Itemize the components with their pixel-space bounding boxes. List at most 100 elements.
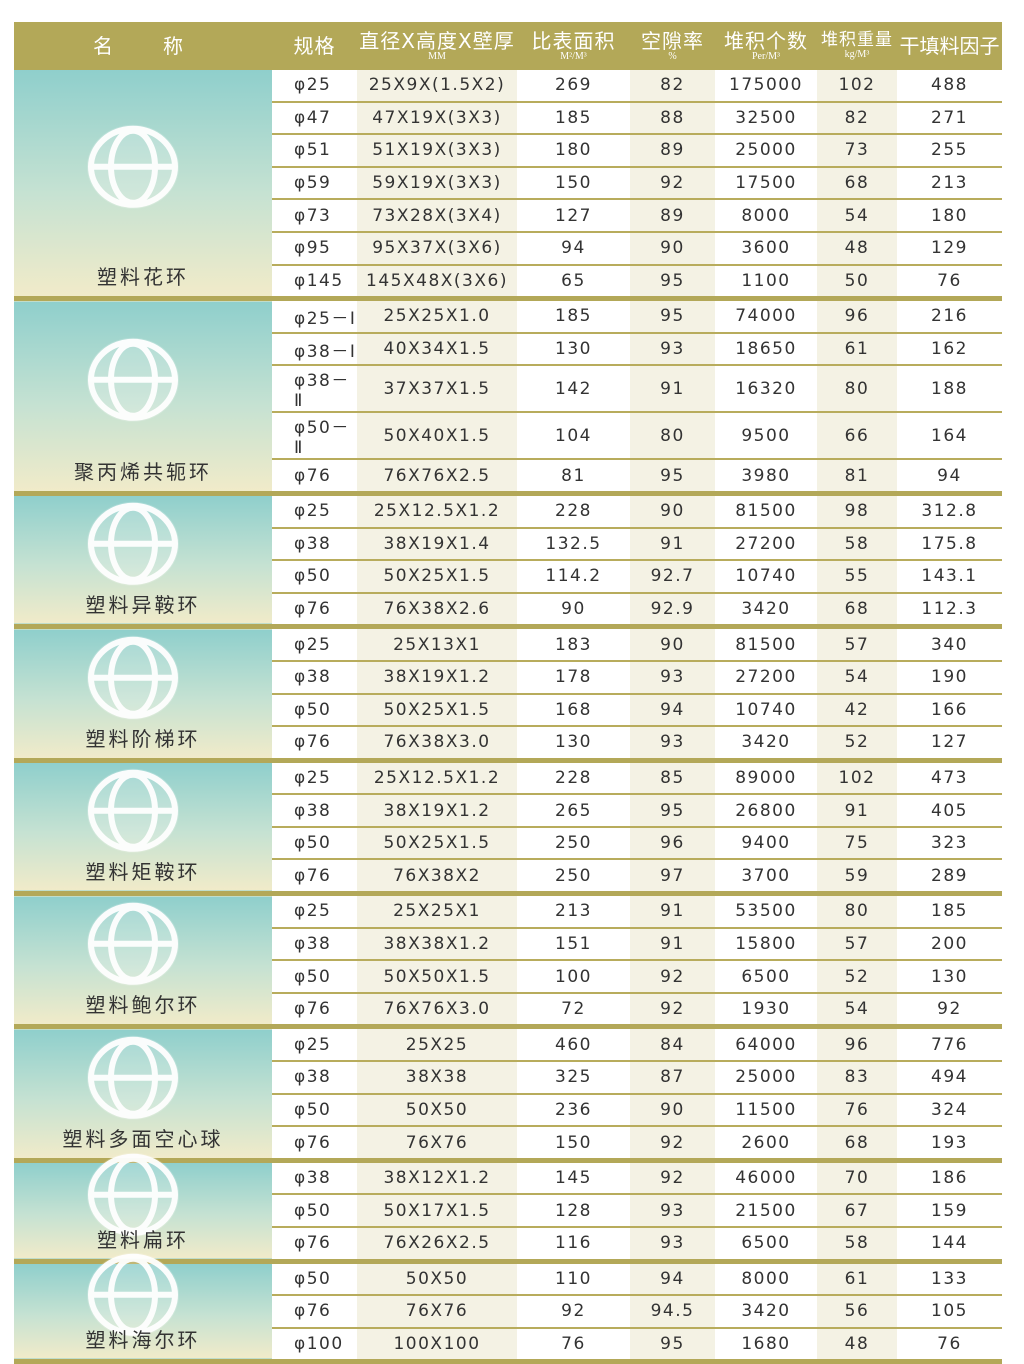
- cell-area: 81: [517, 459, 630, 496]
- table-row: φ47 47X19X(3X3) 185 88 32500 82 271: [14, 101, 1002, 136]
- cell-spec: φ38－Ⅰ: [272, 332, 357, 367]
- cell-dims: 25X12.5X1.2: [357, 493, 517, 529]
- cell-factor: 289: [897, 859, 1002, 897]
- cell-area: 128: [517, 1194, 630, 1228]
- table-row: φ50 50X17X1.5 128 93 21500 67 159: [14, 1194, 1002, 1228]
- cell-void: 90: [630, 1093, 715, 1128]
- cell-area: 185: [517, 298, 630, 334]
- table-row: φ38－Ⅰ 40X34X1.5 130 93 18650 61 162: [14, 332, 1002, 367]
- col-spec: 规格: [272, 22, 357, 70]
- cell-void: 92: [630, 992, 715, 1030]
- table-row: φ38 38X19X1.4 132.5 91 27200 58 175.8: [14, 527, 1002, 562]
- cell-spec: φ76: [272, 992, 357, 1030]
- table-row: φ38 38X19X1.2 178 93 27200 54 190: [14, 660, 1002, 695]
- cell-factor: 405: [897, 794, 1002, 828]
- cell-weight: 96: [817, 298, 897, 334]
- cell-factor: 105: [897, 1295, 1002, 1329]
- cell-count: 9500: [715, 412, 817, 461]
- cell-factor: 213: [897, 166, 1002, 201]
- col-dims-unit: MM: [428, 50, 446, 62]
- product-panel: 塑料多面空心球: [14, 1026, 272, 1163]
- cell-void: 92: [630, 1126, 715, 1163]
- table-row: φ50 50X25X1.5 168 94 10740 42 166: [14, 693, 1002, 728]
- table-row: φ76 76X38X2.6 90 92.9 3420 68 112.3: [14, 592, 1002, 630]
- cell-factor: 164: [897, 412, 1002, 461]
- cell-spec: φ95: [272, 231, 357, 266]
- cell-void: 92: [630, 1160, 715, 1196]
- table-row: φ76 76X26X2.5 116 93 6500 58 144: [14, 1227, 1002, 1264]
- table-row: φ38 38X38 325 87 25000 83 494: [14, 1061, 1002, 1095]
- cell-count: 89000: [715, 760, 817, 796]
- cell-spec: φ59: [272, 166, 357, 201]
- cell-weight: 67: [817, 1194, 897, 1228]
- table-row: φ76 76X76X3.0 72 92 1930 54 92: [14, 992, 1002, 1030]
- cell-area: 325: [517, 1061, 630, 1095]
- table-row: 塑料鲍尔环 φ25 25X25X1 213 91 53500 80 185: [14, 893, 1002, 1030]
- cell-count: 25000: [715, 134, 817, 168]
- cell-area: 250: [517, 826, 630, 861]
- cell-void: 93: [630, 726, 715, 763]
- cell-weight: 66: [817, 412, 897, 461]
- table-row: φ50 50X50X1.5 100 92 6500 52 130: [14, 960, 1002, 994]
- cell-area: 65: [517, 264, 630, 302]
- cell-count: 3420: [715, 592, 817, 630]
- cell-dims: 50X25X1.5: [357, 693, 517, 728]
- product-name: 塑料异鞍环: [85, 593, 201, 618]
- cell-count: 26800: [715, 794, 817, 828]
- cell-dims: 50X25X1.5: [357, 826, 517, 861]
- cell-factor: 271: [897, 101, 1002, 136]
- cell-count: 3420: [715, 1295, 817, 1329]
- cell-spec: φ76: [272, 726, 357, 763]
- cell-void: 90: [630, 626, 715, 662]
- table-row: φ50－Ⅱ 50X40X1.5 104 80 9500 66 164: [14, 412, 1002, 461]
- col-count-label: 堆积个数: [724, 28, 808, 53]
- cell-void: 97: [630, 859, 715, 897]
- col-count: 堆积个数 Per/M³: [715, 22, 817, 70]
- table-row: φ50 50X25X1.5 114.2 92.7 10740 55 143.1: [14, 560, 1002, 594]
- cell-spec: φ50: [272, 693, 357, 728]
- cell-void: 92: [630, 960, 715, 994]
- cell-count: 8000: [715, 1261, 817, 1297]
- cell-dims: 40X34X1.5: [357, 332, 517, 367]
- cell-void: 88: [630, 101, 715, 136]
- cell-area: 180: [517, 134, 630, 168]
- cell-weight: 54: [817, 199, 897, 233]
- col-count-unit: Per/M³: [752, 50, 780, 62]
- cell-void: 91: [630, 893, 715, 929]
- cell-dims: 76X26X2.5: [357, 1227, 517, 1264]
- cell-void: 95: [630, 1327, 715, 1364]
- cell-void: 82: [630, 70, 715, 103]
- cell-spec: φ76: [272, 1227, 357, 1264]
- cell-count: 6500: [715, 1227, 817, 1264]
- cell-weight: 68: [817, 592, 897, 630]
- cell-factor: 193: [897, 1126, 1002, 1163]
- cell-dims: 38X38X1.2: [357, 927, 517, 962]
- cell-area: 104: [517, 412, 630, 461]
- product-name: 塑料矩鞍环: [85, 860, 201, 885]
- cell-dims: 25X12.5X1.2: [357, 760, 517, 796]
- product-name: 塑料扁环: [97, 1227, 189, 1252]
- cell-factor: 185: [897, 893, 1002, 929]
- table-row: φ76 76X76 92 94.5 3420 56 105: [14, 1295, 1002, 1329]
- cell-spec: φ76: [272, 592, 357, 630]
- table-row: 塑料扁环 φ38 38X12X1.2 145 92 46000 70 186: [14, 1152, 1002, 1264]
- cell-dims: 25X25X1.0: [357, 298, 517, 334]
- cell-spec: φ50: [272, 1194, 357, 1228]
- cell-void: 96: [630, 826, 715, 861]
- cell-dims: 145X48X(3X6): [357, 264, 517, 302]
- cell-dims: 76X38X2: [357, 859, 517, 897]
- col-void: 空隙率%: [630, 22, 715, 70]
- cell-weight: 48: [817, 231, 897, 266]
- col-area-label: 比表面积: [531, 28, 616, 53]
- cell-area: 178: [517, 660, 630, 695]
- cell-spec: φ100: [272, 1327, 357, 1364]
- table-row: φ38 38X19X1.2 265 95 26800 91 405: [14, 794, 1002, 828]
- cell-count: 11500: [715, 1093, 817, 1128]
- cell-spec: φ76: [272, 859, 357, 897]
- table-row: φ76 76X38X3.0 130 93 3420 52 127: [14, 726, 1002, 763]
- cell-count: 6500: [715, 960, 817, 994]
- cell-factor: 144: [897, 1227, 1002, 1264]
- col-spec-label: 规格: [293, 34, 336, 58]
- cell-weight: 102: [817, 760, 897, 796]
- cell-void: 94: [630, 1261, 715, 1297]
